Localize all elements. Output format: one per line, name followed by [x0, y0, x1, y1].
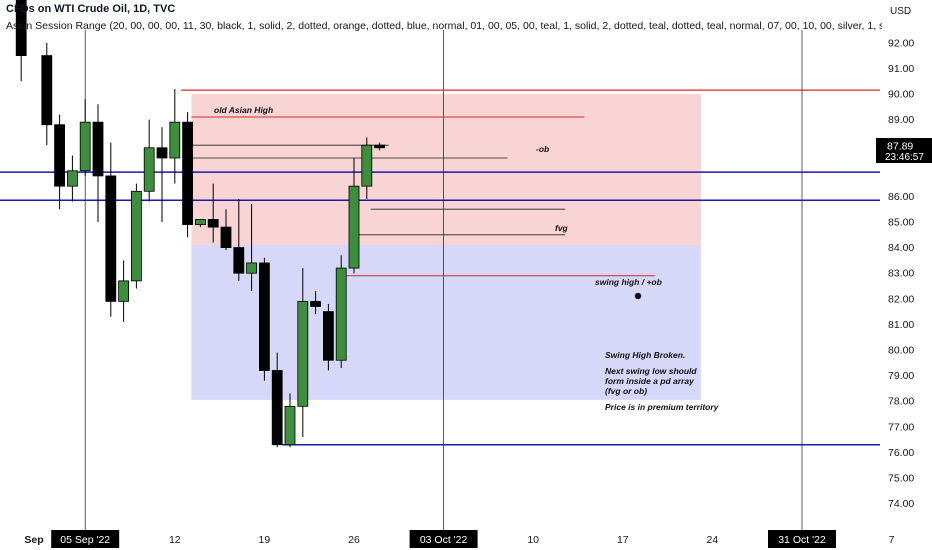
candle[interactable] — [169, 121, 181, 159]
candle[interactable] — [335, 267, 347, 361]
y-tick-label: 78.00 — [888, 396, 914, 408]
candle[interactable] — [284, 405, 296, 446]
x-tick-label: 17 — [617, 534, 629, 546]
x-tick-label: 10 — [527, 534, 539, 546]
candle[interactable] — [92, 121, 104, 177]
candle[interactable] — [130, 190, 142, 282]
x-tick-label: 12 — [169, 534, 181, 546]
x-tick-label: 31 Oct '22 — [778, 534, 826, 546]
y-tick-label: 84.00 — [888, 242, 914, 254]
annotation-swing-high: swing high / +ob — [595, 277, 662, 287]
countdown-label: 23:46:57 — [885, 152, 924, 163]
x-tick-label: 19 — [259, 534, 271, 546]
y-tick-label: 86.00 — [888, 191, 914, 203]
x-label-tag — [768, 530, 836, 548]
x-tick-label: 05 Sep '22 — [60, 534, 110, 546]
y-tick-label: 91.00 — [888, 63, 914, 75]
y-tick-label: 77.00 — [888, 421, 914, 433]
y-tick-label: 85.00 — [888, 217, 914, 229]
y-tick-label: 89.00 — [888, 114, 914, 126]
last-price-label: 87.89 — [887, 141, 913, 153]
y-tick-label: 75.00 — [888, 473, 914, 485]
chart-title: CFDs on WTI Crude Oil, 1D, TVC — [6, 3, 176, 15]
x-tick-label: 24 — [707, 534, 719, 546]
annotation-next-swing-1: Next swing low should — [605, 366, 697, 376]
candle[interactable] — [118, 280, 129, 302]
currency-label: USD — [890, 6, 911, 17]
annotation-next-swing-3: (fvg or ob) — [605, 386, 647, 396]
annotation-premium: Price is in premium territory — [605, 402, 720, 412]
y-tick-label: 81.00 — [888, 319, 914, 331]
x-tick-label: 7 — [889, 534, 895, 546]
candle[interactable] — [258, 262, 270, 371]
y-tick-label: 80.00 — [888, 345, 914, 357]
x-tick-label: 26 — [348, 534, 360, 546]
premium-zone — [191, 94, 701, 246]
candle[interactable] — [105, 175, 117, 302]
y-tick-label: 76.00 — [888, 447, 914, 459]
indicator-legend[interactable]: Asian Session Range (20, 00, 00, 00, 11,… — [6, 20, 882, 32]
x-label-tag — [51, 530, 120, 548]
candle[interactable] — [156, 147, 168, 159]
annotation-next-swing-2: form inside a pd array — [605, 376, 695, 386]
candle[interactable] — [15, 0, 27, 56]
candle[interactable] — [194, 219, 206, 225]
candle[interactable] — [310, 300, 322, 307]
annotation-swing-high-broken: Swing High Broken. — [605, 350, 685, 360]
y-tick-label: 92.00 — [888, 37, 914, 49]
y-tick-label: 83.00 — [888, 268, 914, 280]
candle[interactable] — [348, 185, 360, 269]
x-tick-label: 03 Oct '22 — [420, 534, 468, 546]
candle[interactable] — [361, 144, 373, 187]
candle[interactable] — [246, 262, 258, 274]
candle[interactable] — [220, 226, 232, 248]
candle[interactable] — [54, 124, 65, 187]
x-tick-label: Sep — [24, 534, 43, 546]
candle[interactable] — [233, 247, 245, 274]
candle[interactable] — [322, 311, 334, 361]
candle[interactable] — [143, 147, 155, 192]
y-tick-label: 74.00 — [888, 498, 914, 510]
y-tick-label: 82.00 — [888, 293, 914, 305]
annotation-old-asian-high: old Asian High — [214, 105, 273, 115]
y-tick-label: 79.00 — [888, 370, 914, 382]
annotation-fvg: fvg — [555, 223, 569, 233]
candle[interactable] — [182, 121, 194, 225]
candle[interactable] — [271, 370, 283, 446]
x-label-tag — [409, 530, 478, 548]
candle[interactable] — [79, 121, 91, 172]
candle[interactable] — [207, 219, 219, 228]
candle[interactable] — [41, 55, 53, 126]
y-tick-label: 90.00 — [888, 89, 914, 101]
candle[interactable] — [374, 144, 386, 149]
last-price-tag — [876, 138, 932, 164]
info-dot-icon[interactable] — [634, 292, 642, 300]
candle[interactable] — [67, 170, 78, 187]
annotation-neg-ob: -ob — [536, 144, 549, 154]
candle[interactable] — [297, 300, 309, 407]
